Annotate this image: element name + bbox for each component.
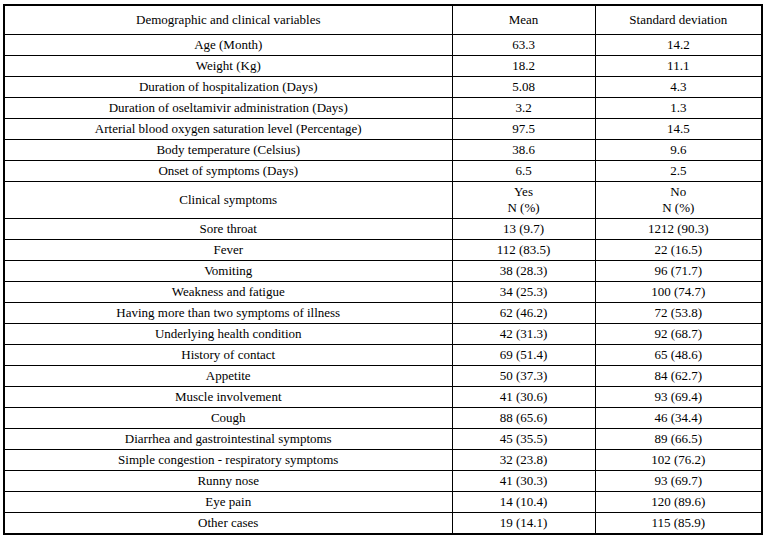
no-count-cell: 65 (48.6) bbox=[595, 345, 762, 366]
yes-count-cell: 38 (28.3) bbox=[452, 261, 595, 282]
variable-label-cell: Arterial blood oxygen saturation level (… bbox=[4, 119, 452, 140]
symptom-row: Eye pain14 (10.4)120 (89.6) bbox=[4, 492, 762, 513]
no-count-cell: 22 (16.5) bbox=[595, 240, 762, 261]
yes-count-cell: 112 (83.5) bbox=[452, 240, 595, 261]
symptoms-subheader-row: Clinical symptomsYes N (%)No N (%) bbox=[4, 182, 762, 219]
symptom-row: Simple congestion - respiratory symptoms… bbox=[4, 450, 762, 471]
symptom-row: Weakness and fatigue34 (25.3)100 (74.7) bbox=[4, 282, 762, 303]
variable-label-cell: Age (Month) bbox=[4, 35, 452, 56]
no-count-cell: 93 (69.4) bbox=[595, 387, 762, 408]
mean-value-cell: 18.2 bbox=[452, 56, 595, 77]
no-count-cell: 84 (62.7) bbox=[595, 366, 762, 387]
symptom-row: Appetite50 (37.3)84 (62.7) bbox=[4, 366, 762, 387]
yes-count-cell: 34 (25.3) bbox=[452, 282, 595, 303]
sd-value-cell: 11.1 bbox=[595, 56, 762, 77]
symptom-row: Other cases19 (14.1)115 (85.9) bbox=[4, 513, 762, 535]
symptom-row: Having more than two symptoms of illness… bbox=[4, 303, 762, 324]
symptom-label-cell: Eye pain bbox=[4, 492, 452, 513]
symptom-label-cell: Cough bbox=[4, 408, 452, 429]
no-count-cell: 115 (85.9) bbox=[595, 513, 762, 535]
symptom-row: Vomiting38 (28.3)96 (71.7) bbox=[4, 261, 762, 282]
yes-count-cell: 13 (9.7) bbox=[452, 219, 595, 240]
stat-row: Onset of symptoms (Days)6.52.5 bbox=[4, 161, 762, 182]
symptom-row: Runny nose41 (30.3)93 (69.7) bbox=[4, 471, 762, 492]
mean-value-cell: 6.5 bbox=[452, 161, 595, 182]
variable-label-cell: Duration of oseltamivir administration (… bbox=[4, 98, 452, 119]
mean-value-cell: 97.5 bbox=[452, 119, 595, 140]
symptom-label-cell: Runny nose bbox=[4, 471, 452, 492]
stat-row: Arterial blood oxygen saturation level (… bbox=[4, 119, 762, 140]
symptom-label-cell: Vomiting bbox=[4, 261, 452, 282]
no-count-cell: 89 (66.5) bbox=[595, 429, 762, 450]
variable-label-cell: Weight (Kg) bbox=[4, 56, 452, 77]
symptom-label-cell: Fever bbox=[4, 240, 452, 261]
no-count-cell: 120 (89.6) bbox=[595, 492, 762, 513]
no-count-cell: 46 (34.4) bbox=[595, 408, 762, 429]
symptom-label-cell: Other cases bbox=[4, 513, 452, 535]
variable-label-cell: Onset of symptoms (Days) bbox=[4, 161, 452, 182]
symptom-row: Fever112 (83.5)22 (16.5) bbox=[4, 240, 762, 261]
yes-count-cell: 69 (51.4) bbox=[452, 345, 595, 366]
symptom-label-cell: Appetite bbox=[4, 366, 452, 387]
yes-count-cell: 41 (30.3) bbox=[452, 471, 595, 492]
demographic-clinical-table: Demographic and clinical variablesMeanSt… bbox=[3, 4, 763, 535]
symptom-row: Muscle involvement41 (30.6)93 (69.4) bbox=[4, 387, 762, 408]
yes-count-cell: 19 (14.1) bbox=[452, 513, 595, 535]
no-count-cell: 93 (69.7) bbox=[595, 471, 762, 492]
sd-value-cell: 1.3 bbox=[595, 98, 762, 119]
table-header-row: Demographic and clinical variablesMeanSt… bbox=[4, 5, 762, 35]
no-count-cell: 100 (74.7) bbox=[595, 282, 762, 303]
symptom-row: Underlying health condition42 (31.3)92 (… bbox=[4, 324, 762, 345]
sd-value-cell: 14.2 bbox=[595, 35, 762, 56]
symptom-label-cell: Sore throat bbox=[4, 219, 452, 240]
variables-header-cell: Demographic and clinical variables bbox=[4, 5, 452, 35]
variable-label-cell: Body temperature (Celsius) bbox=[4, 140, 452, 161]
variable-label-cell: Duration of hospitalization (Days) bbox=[4, 77, 452, 98]
symptom-row: History of contact69 (51.4)65 (48.6) bbox=[4, 345, 762, 366]
no-count-cell: 72 (53.8) bbox=[595, 303, 762, 324]
no-count-cell: 102 (76.2) bbox=[595, 450, 762, 471]
yes-count-cell: 42 (31.3) bbox=[452, 324, 595, 345]
symptom-label-cell: Weakness and fatigue bbox=[4, 282, 452, 303]
yes-count-cell: 62 (46.2) bbox=[452, 303, 595, 324]
symptom-row: Sore throat13 (9.7)1212 (90.3) bbox=[4, 219, 762, 240]
symptom-label-cell: Having more than two symptoms of illness bbox=[4, 303, 452, 324]
symptom-label-cell: Diarrhea and gastrointestinal symptoms bbox=[4, 429, 452, 450]
page: Demographic and clinical variablesMeanSt… bbox=[0, 0, 766, 544]
mean-header-cell: Mean bbox=[452, 5, 595, 35]
stat-row: Body temperature (Celsius)38.69.6 bbox=[4, 140, 762, 161]
symptom-label-cell: Simple congestion - respiratory symptoms bbox=[4, 450, 452, 471]
sd-value-cell: 4.3 bbox=[595, 77, 762, 98]
yes-count-cell: 32 (23.8) bbox=[452, 450, 595, 471]
sd-value-cell: 14.5 bbox=[595, 119, 762, 140]
no-subheader-cell: No N (%) bbox=[595, 182, 762, 219]
sd-value-cell: 9.6 bbox=[595, 140, 762, 161]
symptoms-subheader-cell: Clinical symptoms bbox=[4, 182, 452, 219]
yes-count-cell: 88 (65.6) bbox=[452, 408, 595, 429]
symptom-label-cell: Underlying health condition bbox=[4, 324, 452, 345]
sd-value-cell: 2.5 bbox=[595, 161, 762, 182]
mean-value-cell: 63.3 bbox=[452, 35, 595, 56]
symptom-row: Diarrhea and gastrointestinal symptoms45… bbox=[4, 429, 762, 450]
stat-row: Duration of oseltamivir administration (… bbox=[4, 98, 762, 119]
mean-value-cell: 5.08 bbox=[452, 77, 595, 98]
no-count-cell: 96 (71.7) bbox=[595, 261, 762, 282]
no-count-cell: 92 (68.7) bbox=[595, 324, 762, 345]
symptom-row: Cough88 (65.6)46 (34.4) bbox=[4, 408, 762, 429]
yes-subheader-cell: Yes N (%) bbox=[452, 182, 595, 219]
table-body: Demographic and clinical variablesMeanSt… bbox=[4, 5, 762, 534]
sd-header-cell: Standard deviation bbox=[595, 5, 762, 35]
symptom-label-cell: Muscle involvement bbox=[4, 387, 452, 408]
mean-value-cell: 38.6 bbox=[452, 140, 595, 161]
mean-value-cell: 3.2 bbox=[452, 98, 595, 119]
yes-count-cell: 41 (30.6) bbox=[452, 387, 595, 408]
stat-row: Age (Month)63.314.2 bbox=[4, 35, 762, 56]
yes-count-cell: 14 (10.4) bbox=[452, 492, 595, 513]
yes-count-cell: 50 (37.3) bbox=[452, 366, 595, 387]
symptom-label-cell: History of contact bbox=[4, 345, 452, 366]
yes-count-cell: 45 (35.5) bbox=[452, 429, 595, 450]
no-count-cell: 1212 (90.3) bbox=[595, 219, 762, 240]
stat-row: Weight (Kg)18.211.1 bbox=[4, 56, 762, 77]
stat-row: Duration of hospitalization (Days)5.084.… bbox=[4, 77, 762, 98]
